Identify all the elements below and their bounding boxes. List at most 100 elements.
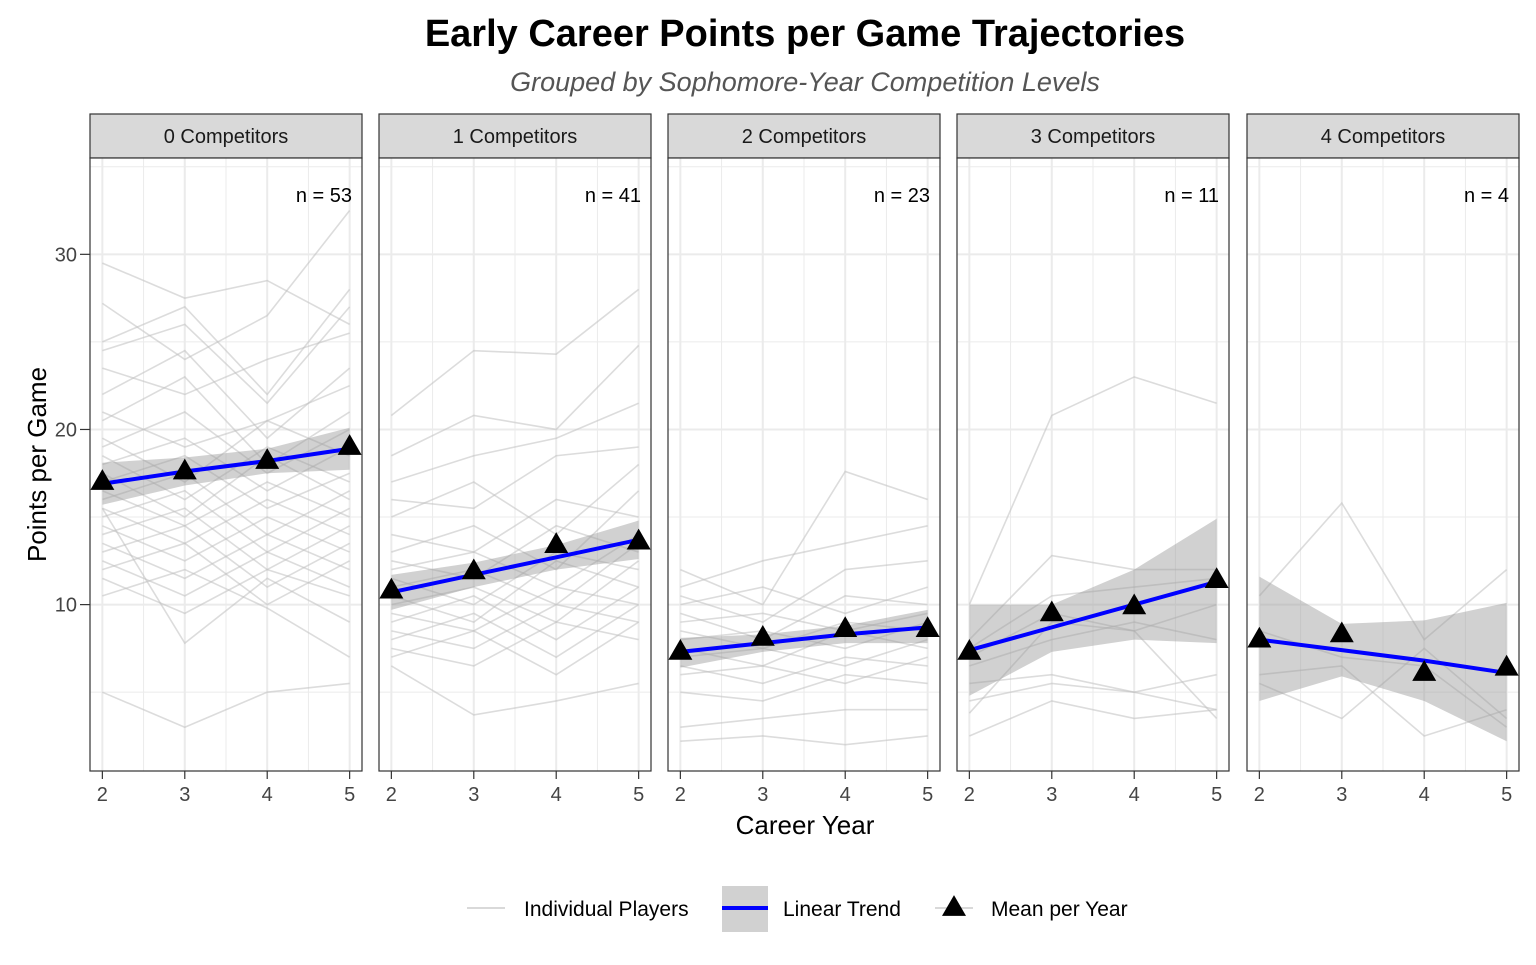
linear-trend-line — [1259, 637, 1507, 675]
x-tick-label: 4 — [1129, 784, 1140, 806]
x-tick-label: 5 — [344, 784, 355, 806]
player-trajectory — [680, 560, 928, 624]
y-axis-title: Points per Game — [22, 367, 52, 562]
player-trajectory — [680, 525, 928, 588]
player-trajectory — [102, 288, 351, 396]
player-trajectory — [680, 621, 928, 650]
linear-trend-line — [102, 446, 350, 486]
player-trajectory — [391, 402, 639, 483]
player-trajectory — [391, 524, 639, 580]
sample-size-label: n = 53 — [296, 185, 352, 207]
mean-marker — [337, 434, 362, 455]
x-tick-label: 2 — [964, 784, 975, 806]
sample-size-label: n = 11 — [1164, 185, 1219, 207]
player-trajectory — [968, 603, 1217, 658]
player-trajectory — [969, 621, 1217, 667]
mean-marker — [1329, 621, 1354, 643]
panel-border — [956, 157, 1230, 772]
player-trajectory — [102, 454, 350, 510]
mean-marker — [1247, 626, 1272, 648]
x-tick-label: 4 — [551, 784, 562, 806]
player-trajectory — [391, 603, 639, 650]
legend: Individual Players Linear Trend Mean per Y… — [467, 886, 1128, 932]
mean-marker — [90, 469, 115, 490]
player-trajectory — [1259, 647, 1508, 720]
mean-marker — [1122, 593, 1147, 615]
y-tick-label: 10 — [55, 595, 77, 617]
mean-marker — [668, 639, 693, 660]
facet-panel-3: 3 Competitors n = 11 2 3 4 5 — [956, 113, 1230, 806]
mean-marker — [379, 577, 404, 599]
mean-marker — [461, 558, 486, 580]
x-tick-label: 3 — [1336, 784, 1347, 806]
player-trajectory — [680, 673, 928, 702]
mean-marker — [255, 448, 280, 469]
player-trajectory — [680, 656, 928, 685]
linear-trend-line — [390, 537, 640, 595]
player-trajectory — [102, 411, 351, 475]
chart-title: Early Career Points per Game Trajectorie… — [425, 13, 1185, 55]
player-trajectory — [390, 288, 640, 417]
player-trajectory — [391, 490, 640, 571]
x-tick-label: 3 — [1046, 784, 1057, 806]
player-trajectory — [102, 472, 351, 536]
mean-marker — [1412, 660, 1437, 681]
y-tick-label: 30 — [55, 244, 77, 266]
facet-strip-label: 3 Competitors — [1031, 126, 1156, 148]
player-trajectory — [391, 621, 640, 676]
x-tick-label: 5 — [633, 784, 644, 806]
legend-label-mean: Mean per Year — [991, 898, 1128, 921]
player-trajectory — [968, 376, 1217, 605]
player-trajectory — [968, 621, 1218, 720]
player-trajectory — [969, 700, 1217, 737]
player-trajectory — [391, 551, 639, 606]
player-trajectory — [680, 595, 928, 641]
panel-border — [89, 157, 363, 772]
player-trajectory — [680, 656, 928, 685]
player-trajectory — [969, 673, 1217, 711]
player-trajectory — [102, 507, 351, 571]
facet-strip-label: 4 Competitors — [1321, 126, 1446, 148]
x-tick-label: 3 — [179, 784, 190, 806]
confidence-ribbon — [969, 518, 1217, 696]
facet-strip — [1246, 113, 1520, 159]
player-trajectory — [969, 673, 1217, 702]
confidence-ribbon — [1259, 576, 1507, 742]
facet-strip-label: 2 Competitors — [742, 126, 867, 148]
player-trajectory — [101, 454, 351, 518]
x-tick-label: 3 — [757, 784, 768, 806]
linear-trend-line — [968, 579, 1218, 653]
player-trajectory — [102, 524, 351, 589]
player-trajectory — [391, 621, 639, 667]
player-trajectory — [102, 489, 351, 554]
player-trajectory — [968, 554, 1217, 641]
sample-size-label: n = 23 — [874, 185, 930, 207]
facet-panel-1: 1 Competitors n = 41 2 3 4 5 — [378, 113, 652, 806]
player-trajectory — [102, 568, 351, 658]
player-trajectory — [102, 306, 351, 405]
player-trajectory — [680, 612, 928, 632]
x-tick-label: 5 — [922, 784, 933, 806]
player-trajectory — [680, 470, 928, 606]
x-tick-label: 2 — [97, 784, 108, 806]
legend-label-trend: Linear Trend — [783, 898, 901, 921]
legend-label-individual: Individual Players — [524, 898, 689, 921]
player-trajectory — [101, 210, 351, 361]
facet-panel-2: 2 Competitors n = 23 2 3 4 5 — [667, 113, 941, 806]
player-trajectory — [391, 586, 639, 632]
player-trajectory — [1259, 665, 1507, 737]
mean-marker — [750, 625, 775, 646]
player-trajectory — [391, 446, 639, 510]
legend-key-mean — [942, 895, 966, 916]
player-trajectory — [102, 568, 350, 615]
sample-size-label: n = 4 — [1464, 185, 1509, 207]
mean-marker — [544, 532, 569, 553]
mean-marker — [957, 639, 982, 660]
player-trajectory — [680, 630, 928, 667]
player-trajectory — [102, 332, 350, 396]
mean-marker — [1494, 654, 1519, 676]
mean-marker — [1204, 567, 1229, 588]
panel-border — [1246, 157, 1520, 772]
x-tick-label: 2 — [675, 784, 686, 806]
